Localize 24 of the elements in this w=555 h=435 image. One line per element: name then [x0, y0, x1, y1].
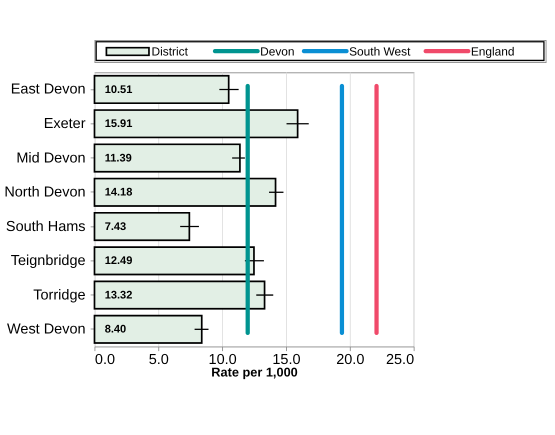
legend-label: Devon [260, 44, 295, 58]
legend-label: England [470, 44, 515, 58]
y-tick-label: Teignbridge [10, 253, 86, 270]
data-label: 11.39 [104, 152, 132, 164]
legend-label: South West [349, 44, 412, 58]
y-tick-label: South Hams [6, 218, 86, 235]
legend-label: District [152, 44, 189, 58]
data-label: 12.49 [104, 255, 132, 268]
data-label: 10.51 [104, 84, 132, 96]
data-label: 14.18 [104, 186, 132, 199]
x-tick-label: 20.0 [336, 352, 364, 368]
x-tick-label: 0.0 [94, 352, 116, 368]
data-label: 7.43 [104, 220, 126, 233]
y-tick-label: East Devon [10, 82, 86, 98]
y-tick-label: Mid Devon [16, 150, 86, 166]
y-tick-label: Torridge [33, 287, 86, 304]
data-label: 13.32 [104, 289, 132, 302]
x-tick-label: 5.0 [148, 352, 169, 368]
y-tick-label: Exeter [44, 116, 86, 132]
y-tick-label: West Devon [7, 322, 86, 338]
x-tick-label: 25.0 [386, 352, 414, 368]
data-label: 8.40 [104, 324, 126, 336]
data-label: 15.91 [104, 118, 132, 130]
y-tick-label: North Devon [4, 184, 86, 201]
